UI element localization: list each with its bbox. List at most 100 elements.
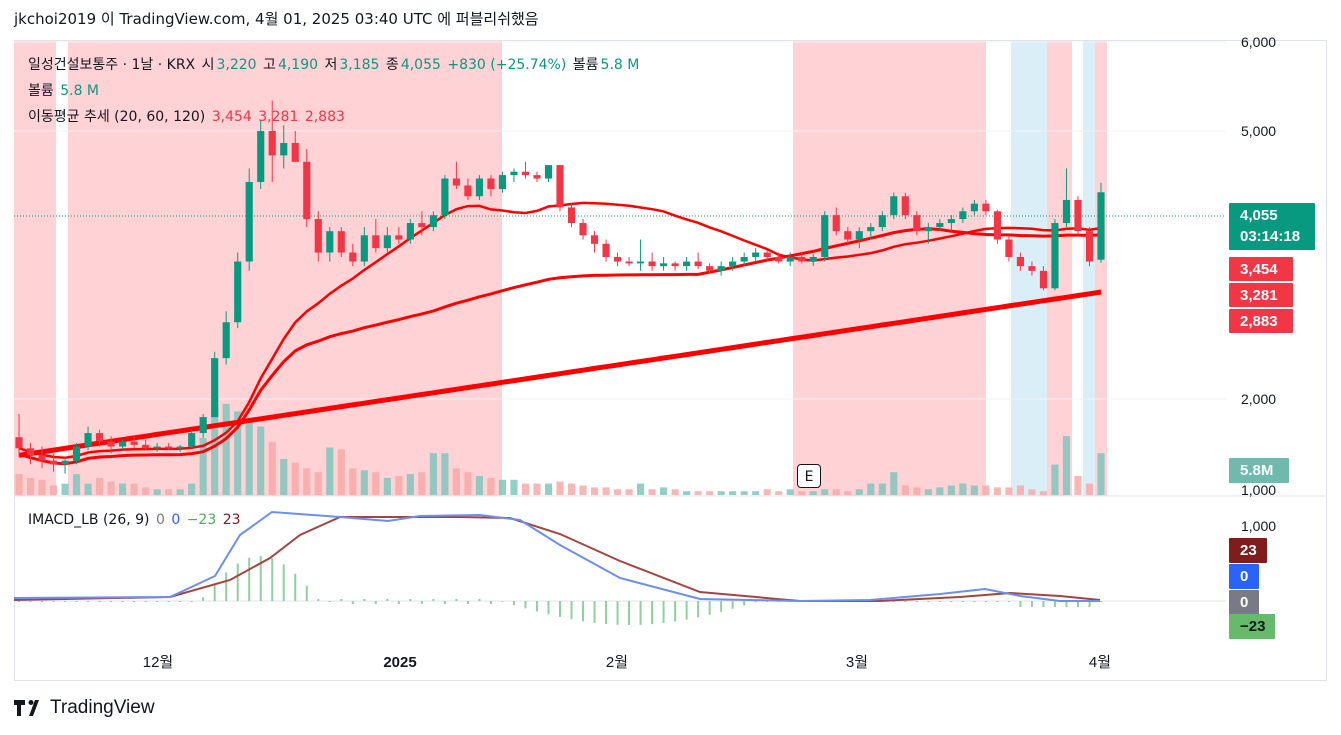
macd-histogram-bar bbox=[87, 601, 90, 602]
macd-histogram-bar bbox=[478, 599, 481, 601]
time-tick-label: 2025 bbox=[383, 654, 416, 671]
time-tick-label: 3월 bbox=[846, 654, 868, 671]
regime-band bbox=[793, 41, 986, 496]
price-tick-label: 6,000 bbox=[1241, 34, 1276, 50]
macd-histogram-bar bbox=[190, 601, 193, 602]
macd-histogram-bar bbox=[1076, 601, 1079, 607]
volume-bar bbox=[521, 483, 530, 495]
candle-body bbox=[959, 211, 967, 220]
volume-bar bbox=[625, 489, 633, 495]
candle-body bbox=[165, 446, 173, 449]
volume-legend-row: 볼륨 5.8 M bbox=[28, 80, 101, 100]
macd-histogram-bar bbox=[167, 601, 170, 602]
price-badge-label: 3,454 bbox=[1240, 261, 1278, 278]
price-tick-label: 1,000 bbox=[1241, 482, 1276, 498]
candle-body bbox=[268, 131, 276, 156]
price-badge bbox=[1229, 614, 1275, 639]
macd-value-2: 0 bbox=[171, 512, 181, 528]
macd-histogram-bar bbox=[121, 601, 124, 602]
volume-bar bbox=[648, 489, 656, 495]
price-badge bbox=[1229, 203, 1315, 250]
macd-histogram-bar bbox=[110, 601, 113, 602]
macd-histogram-bar bbox=[697, 601, 700, 618]
volume-bar bbox=[878, 483, 886, 495]
volume-bar bbox=[1016, 485, 1024, 495]
candle-body bbox=[280, 142, 288, 156]
candle-body bbox=[1062, 199, 1071, 224]
candle-body bbox=[970, 203, 978, 212]
volume-bar bbox=[119, 483, 127, 495]
candle-body bbox=[107, 441, 115, 447]
volume-bar bbox=[752, 491, 760, 495]
price-badge bbox=[1229, 458, 1289, 483]
candle-body bbox=[38, 455, 46, 461]
volume-bar bbox=[936, 487, 944, 495]
macd-histogram-bar bbox=[1030, 601, 1033, 607]
macd-histogram-bar bbox=[75, 601, 78, 602]
candle-body bbox=[913, 215, 921, 232]
macd-tick-label: 1,000 bbox=[1241, 518, 1276, 534]
volume-bar bbox=[176, 489, 184, 495]
macd-histogram-bar bbox=[950, 601, 953, 602]
symbol-label[interactable]: 일성건설보통주 · 1날 · KRX bbox=[28, 57, 196, 73]
time-tick-label: 4월 bbox=[1089, 654, 1111, 671]
macd-histogram-bar bbox=[1053, 601, 1056, 607]
macd-legend-row: IMACD_LB (26, 9) 0 0 −23 23 bbox=[28, 512, 243, 528]
macd-histogram-bar bbox=[547, 601, 550, 615]
earnings-event-marker[interactable]: E bbox=[797, 464, 821, 488]
macd-histogram-bar bbox=[236, 563, 239, 601]
candle-body bbox=[291, 142, 299, 162]
macd-value-3: −23 bbox=[186, 512, 217, 528]
volume-bar bbox=[1005, 487, 1013, 495]
macd-histogram-bar bbox=[961, 601, 964, 602]
volume-bar bbox=[314, 472, 322, 495]
candle-body bbox=[844, 231, 852, 240]
candle-body bbox=[947, 219, 955, 224]
price-badge-label: 5.8M bbox=[1240, 462, 1273, 479]
macd-histogram-bar bbox=[225, 572, 228, 601]
volume-bar bbox=[613, 489, 622, 495]
volume-bar bbox=[349, 468, 357, 495]
time-tick-label: 2월 bbox=[606, 654, 628, 671]
candle-body bbox=[337, 231, 345, 253]
volume-bar bbox=[475, 476, 483, 495]
regime-band bbox=[14, 41, 56, 496]
candle-body bbox=[798, 256, 806, 262]
volume-bar bbox=[556, 481, 564, 495]
candle-body bbox=[1074, 199, 1082, 232]
candle-body bbox=[498, 175, 507, 190]
volume-bar bbox=[498, 479, 507, 495]
candle-body bbox=[579, 223, 587, 236]
regime-band bbox=[1083, 41, 1095, 496]
candle-body bbox=[740, 256, 748, 262]
volume-bar bbox=[660, 487, 668, 495]
macd-indicator-label[interactable]: IMACD_LB (26, 9) bbox=[28, 512, 150, 528]
ma120-value: 2,883 bbox=[304, 109, 345, 125]
macd-histogram-bar bbox=[593, 601, 596, 623]
candle-body bbox=[683, 261, 691, 267]
candle-body bbox=[648, 261, 656, 267]
candle-body bbox=[694, 261, 702, 267]
candle-body bbox=[590, 235, 599, 244]
high-label: 고 bbox=[263, 57, 276, 73]
candle-body bbox=[418, 223, 426, 228]
candle-body bbox=[96, 433, 104, 442]
volume-bar bbox=[1097, 453, 1105, 495]
volume-bar bbox=[809, 491, 817, 495]
volume-bar bbox=[959, 483, 967, 495]
macd-histogram-bar bbox=[973, 601, 976, 602]
macd-histogram-bar bbox=[18, 601, 20, 602]
macd-histogram-bar bbox=[282, 564, 285, 601]
candle-body bbox=[521, 171, 530, 176]
volume-indicator-label[interactable]: 볼륨 bbox=[28, 83, 54, 99]
price-badge bbox=[1229, 309, 1293, 333]
volume-bar bbox=[234, 411, 242, 495]
footer-logo[interactable]: TradingView bbox=[14, 697, 155, 719]
open-label: 시 bbox=[201, 57, 215, 73]
volume-bar bbox=[360, 470, 368, 495]
volume-bar bbox=[533, 483, 541, 495]
ma-indicator-label[interactable]: 이동평균 추세 (20, 60, 120) bbox=[28, 109, 206, 125]
macd-histogram-bar bbox=[904, 601, 907, 602]
macd-histogram-bar bbox=[248, 557, 251, 601]
